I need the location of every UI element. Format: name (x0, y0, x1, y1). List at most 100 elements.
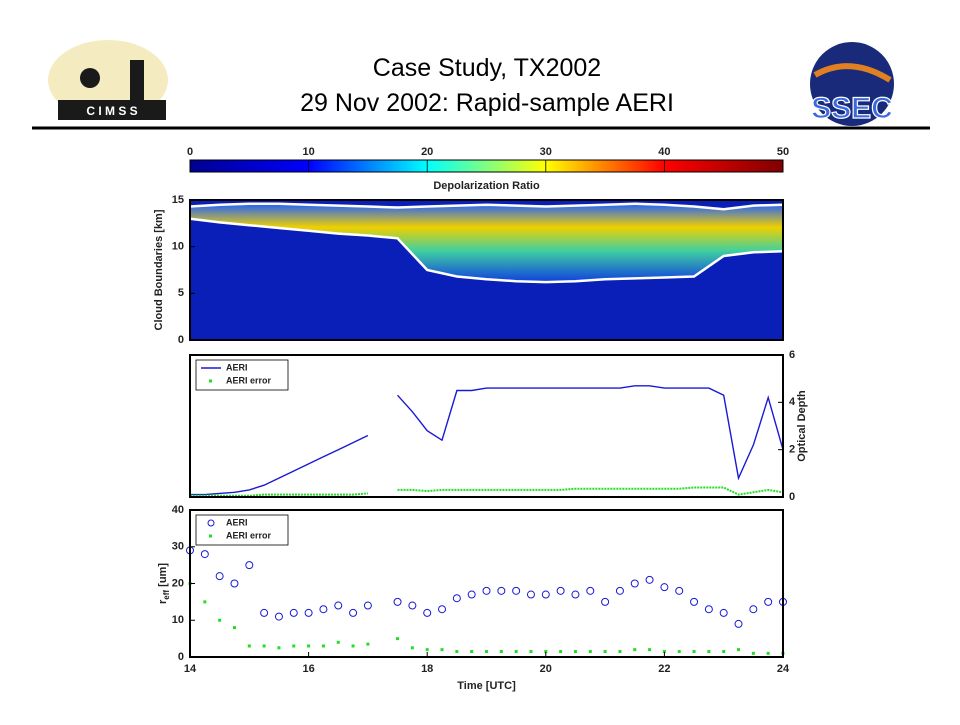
y-tick-label: 0 (178, 651, 184, 663)
scatter-point (764, 597, 773, 606)
legend-label: AERI error (226, 530, 272, 540)
colorbar-tick-label: 30 (540, 146, 552, 158)
scatter-point (618, 649, 622, 653)
scatter-point (232, 626, 236, 630)
scatter-point (722, 649, 726, 653)
scatter-point (363, 601, 372, 610)
y-axis-label: reff [um] (157, 563, 171, 604)
scatter-point (645, 575, 654, 584)
x-tick-label: 16 (302, 663, 314, 675)
y-tick-label: 4 (789, 396, 796, 408)
scatter-point (630, 579, 639, 588)
legend-swatch (209, 534, 212, 538)
x-tick-label: 18 (421, 663, 433, 675)
x-tick-label: 20 (540, 663, 552, 675)
scatter-point (423, 608, 432, 617)
scatter-point (660, 583, 669, 592)
scatter-point (425, 648, 429, 652)
scatter-point (482, 586, 491, 595)
colorbar-tick-label: 0 (187, 146, 193, 158)
scatter-point (544, 649, 548, 653)
series-line (190, 492, 368, 497)
scatter-point (514, 649, 518, 653)
scatter-point (289, 608, 298, 617)
scatter-point (662, 649, 666, 653)
x-tick-label: 22 (658, 663, 670, 675)
scatter-point (677, 649, 681, 653)
slide-subtitle: 29 Nov 2002: Rapid-sample AERI (300, 89, 674, 117)
scatter-point (260, 608, 269, 617)
cloud-boundary (189, 202, 784, 211)
x-tick-label: 14 (184, 663, 197, 675)
scatter-point (438, 605, 447, 614)
scatter-point (601, 597, 610, 606)
scatter-point (541, 590, 550, 599)
scatter-point (393, 597, 402, 606)
logo-band (58, 100, 166, 120)
colorbar-tick-label: 40 (658, 146, 670, 158)
legend-box (195, 359, 289, 391)
scatter-point (247, 644, 251, 648)
scatter-point (512, 586, 521, 595)
scatter-point (366, 642, 370, 646)
scatter-point (497, 586, 506, 595)
legend-swatch (207, 519, 215, 527)
scatter-point (559, 649, 563, 653)
scatter-point (499, 649, 503, 653)
slide-title: Case Study, TX2002 (373, 54, 601, 82)
scatter-point (230, 579, 239, 588)
series-line (190, 434, 369, 496)
y-axis-label: Cloud Boundaries [km] (153, 209, 165, 330)
scatter-point (571, 590, 580, 599)
scatter-point (529, 649, 533, 653)
scatter-point (467, 590, 476, 599)
colorbar-tick-label: 20 (421, 146, 433, 158)
cloud-boundary (189, 217, 784, 284)
legend-label: AERI (226, 517, 248, 527)
scatter-point (586, 586, 595, 595)
colorbar-label: Depolarization Ratio (433, 180, 540, 192)
scatter-point (734, 619, 743, 628)
logo-text: C I M S S (86, 104, 137, 118)
scatter-point (588, 649, 592, 653)
legend-swatch (209, 379, 212, 383)
scatter-point (751, 651, 755, 655)
scatter-point (719, 608, 728, 617)
colorbar (189, 159, 784, 173)
scatter-point (408, 601, 417, 610)
scatter-point (334, 601, 343, 610)
y-tick-label: 30 (172, 541, 184, 553)
scatter-point (633, 648, 637, 652)
legend-label: AERI (226, 362, 248, 372)
scatter-point (304, 608, 313, 617)
plot-frame (189, 509, 784, 658)
logo-dish (80, 68, 100, 88)
scatter-point (526, 590, 535, 599)
scatter-point (218, 618, 222, 622)
scatter-point (200, 550, 209, 559)
scatter-point (351, 644, 355, 648)
scatter-point (690, 597, 699, 606)
scatter-point (692, 649, 696, 653)
y-tick-label: 20 (172, 577, 184, 589)
y-tick-label: 0 (178, 334, 184, 346)
scatter-point (485, 649, 488, 653)
logo-text: SSEC (811, 92, 893, 125)
colorbar-tick-label: 10 (302, 146, 314, 158)
scatter-point (292, 644, 296, 648)
scatter-point (704, 605, 713, 614)
scatter-point (245, 561, 254, 570)
scatter-point (615, 586, 624, 595)
scatter-point (648, 648, 652, 652)
y-tick-label: 6 (789, 349, 795, 361)
y-tick-label: 10 (172, 241, 184, 253)
scatter-point (396, 637, 400, 641)
y-axis-label-part: r (157, 599, 169, 604)
scatter-point (274, 612, 283, 621)
y-tick-label: 15 (172, 194, 184, 206)
scatter-point (452, 594, 461, 603)
scatter-point (410, 646, 414, 650)
scatter-point (321, 644, 325, 648)
